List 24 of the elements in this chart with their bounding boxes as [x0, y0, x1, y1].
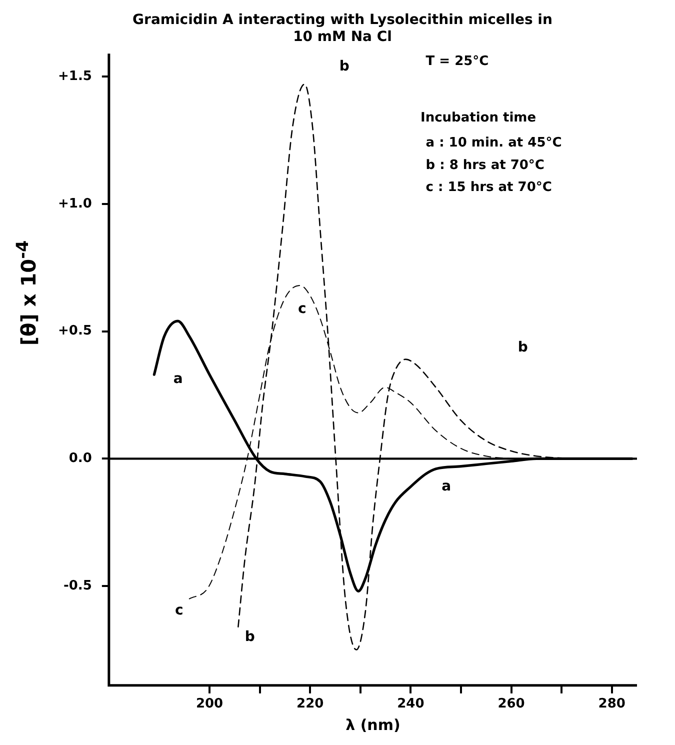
x-tick-label: 280	[598, 696, 626, 712]
annotation: b	[518, 340, 528, 356]
chart-title: Gramicidin A interacting with Lysolecithin micelles in 10 mM Na Cl	[132, 12, 552, 45]
x-axis-title: λ (nm)	[346, 716, 400, 734]
annotation: c	[298, 301, 306, 318]
y-tick-label: -0.5	[63, 578, 92, 594]
annotation: Incubation time	[420, 110, 536, 126]
x-tick-label: 220	[296, 696, 324, 712]
x-tick-label: 260	[498, 696, 525, 712]
annotation: b	[244, 629, 255, 646]
annotation: T = 25°C	[426, 54, 489, 70]
x-tick-label: 240	[397, 696, 424, 712]
x-tick-label: 200	[196, 696, 224, 712]
annotation: c	[175, 602, 184, 618]
annotation: a	[173, 371, 183, 388]
annotation: a : 10 min. at 45°C	[426, 136, 562, 151]
y-tick-label: +0.5	[58, 324, 92, 339]
annotation: c : 15 hrs at 70°C	[426, 180, 552, 195]
y-tick-label: +1.0	[58, 196, 92, 212]
y-tick-label: +1.5	[58, 68, 92, 84]
y-tick-label: 0.0	[68, 451, 92, 466]
annotation: b : 8 hrs at 70°C	[426, 158, 544, 173]
annotation: b	[339, 58, 350, 75]
annotation: a	[442, 478, 452, 495]
